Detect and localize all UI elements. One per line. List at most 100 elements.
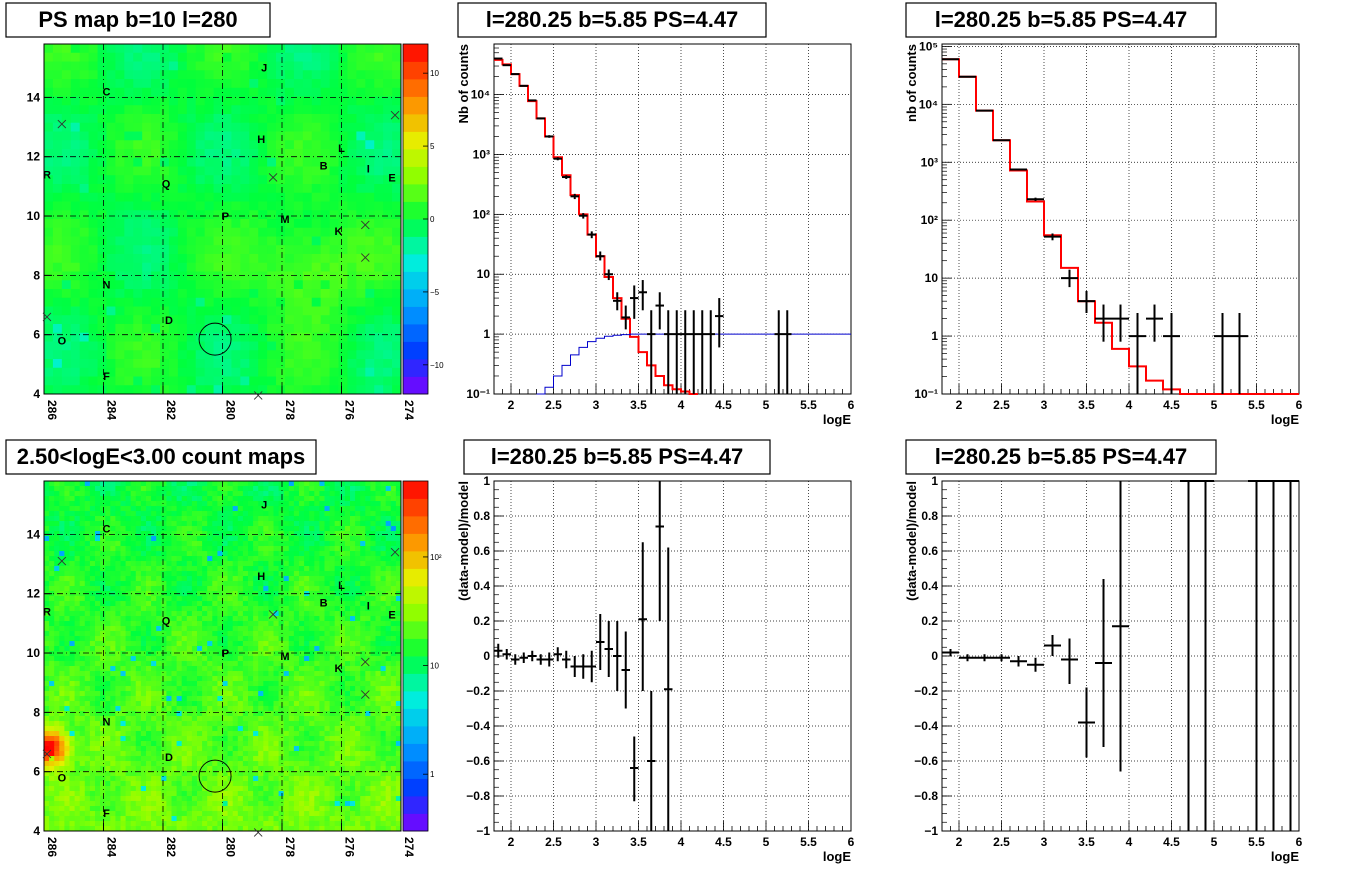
heatmap-cell — [253, 551, 259, 557]
heatmap-cell — [202, 636, 208, 642]
heatmap-cell — [115, 571, 121, 577]
heatmap-cell — [44, 671, 50, 677]
heatmap-cell — [156, 541, 162, 547]
heatmap-cell — [197, 781, 203, 787]
heatmap-cell — [365, 289, 375, 299]
heatmap-cell — [212, 801, 218, 807]
heatmap-cell — [146, 661, 152, 667]
heatmap-cell — [130, 631, 137, 637]
heatmap-cell — [79, 324, 90, 334]
heatmap-cell — [217, 661, 223, 667]
heatmap-cell — [253, 586, 259, 592]
heatmap-cell — [95, 761, 101, 767]
heatmap-cell — [64, 806, 70, 812]
heatmap-cell — [89, 681, 96, 687]
heatmap-cell — [140, 816, 147, 822]
heatmap-cell — [146, 521, 152, 527]
heatmap-cell — [140, 541, 147, 547]
heatmap-cell — [222, 201, 232, 211]
heatmap-cell — [248, 801, 254, 807]
heatmap-cell — [115, 61, 125, 71]
heatmap-cell — [100, 576, 106, 582]
heatmap-cell — [249, 385, 259, 395]
heatmap-cell — [181, 551, 188, 557]
heatmap-cell — [212, 506, 218, 512]
heatmap-cell — [146, 711, 152, 717]
heatmap-cell — [115, 566, 121, 572]
heatmap-cell — [161, 511, 167, 517]
heatmap-cell — [89, 821, 96, 827]
source-label: I — [367, 164, 370, 176]
heatmap-cell — [191, 731, 198, 737]
heatmap-cell — [130, 706, 137, 712]
heatmap-cell — [329, 254, 339, 264]
heatmap-cell — [202, 701, 208, 707]
heatmap-cell — [120, 566, 126, 572]
heatmap-cell — [227, 791, 234, 797]
heatmap-cell — [156, 696, 162, 702]
heatmap-cell — [151, 324, 161, 334]
heatmap-cell — [248, 516, 254, 522]
series-0-step — [494, 58, 698, 395]
heatmap-cell — [54, 621, 60, 627]
heatmap-cell — [253, 506, 259, 512]
heatmap-cell — [161, 691, 167, 697]
heatmap-cell — [166, 756, 172, 762]
heatmap-cell — [207, 536, 213, 542]
heatmap-cell — [120, 826, 126, 832]
heatmap-cell — [84, 791, 91, 797]
heatmap-cell — [242, 551, 249, 557]
heatmap-cell — [248, 486, 254, 492]
heatmap-cell — [222, 696, 228, 702]
heatmap-cell — [191, 761, 198, 767]
heatmap-cell — [70, 70, 81, 80]
heatmap-cell — [110, 666, 116, 672]
heatmap-cell — [302, 306, 313, 316]
heatmap-cell — [146, 481, 152, 487]
heatmap-cell — [311, 219, 322, 229]
heatmap-cell — [365, 96, 375, 106]
heatmap-cell — [95, 551, 101, 557]
heatmap-cell — [95, 781, 101, 787]
heatmap-cell — [231, 297, 241, 307]
heatmap-cell — [106, 52, 116, 62]
heatmap-cell — [54, 746, 60, 752]
heatmap-cell — [248, 671, 254, 677]
heatmap-cell — [49, 686, 55, 692]
heatmap-cell — [110, 786, 116, 792]
heatmap-cell — [140, 721, 147, 727]
heatmap-cell — [61, 175, 72, 185]
heatmap-cell — [181, 816, 188, 822]
heatmap-cell — [217, 501, 223, 507]
heatmap-cell — [88, 289, 98, 299]
heatmap-cell — [133, 70, 143, 80]
heatmap-cell — [191, 551, 198, 557]
heatmap-cell — [191, 691, 198, 697]
heatmap-cell — [240, 254, 250, 264]
heatmap-cell — [242, 766, 249, 772]
heatmap-cell — [115, 324, 125, 334]
heatmap-cell — [302, 114, 313, 124]
heatmap-cell — [186, 245, 197, 255]
heatmap-cell — [105, 716, 111, 722]
heatmap-cell — [74, 696, 81, 702]
heatmap-cell — [61, 376, 72, 386]
heatmap-cell — [207, 751, 213, 757]
heatmap-cell — [124, 70, 134, 80]
heatmap-cell — [197, 491, 203, 497]
heatmap-cell — [227, 651, 234, 657]
heatmap-cell — [186, 149, 197, 159]
heatmap-cell — [212, 496, 218, 502]
heatmap-cell — [84, 626, 91, 632]
heatmap-cell — [69, 551, 75, 557]
heatmap-cell — [329, 175, 339, 185]
heatmap-cell — [258, 315, 268, 325]
heatmap-cell — [54, 796, 60, 802]
heatmap-cell — [293, 96, 304, 106]
heatmap-cell — [191, 651, 198, 657]
heatmap-cell — [222, 826, 228, 832]
heatmap-cell — [110, 586, 116, 592]
heatmap-cell — [61, 324, 72, 334]
heatmap-cell — [356, 175, 366, 185]
heatmap-cell — [146, 526, 152, 532]
